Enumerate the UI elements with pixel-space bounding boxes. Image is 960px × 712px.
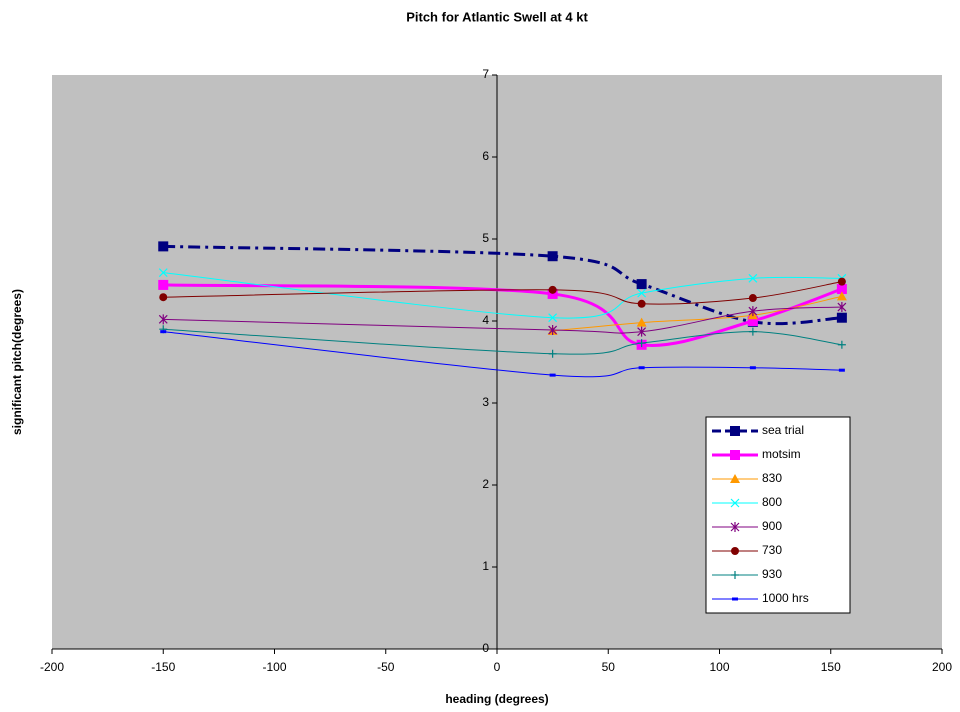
legend-marker bbox=[730, 522, 740, 532]
x-axis-label: heading (degrees) bbox=[445, 692, 548, 706]
marker bbox=[638, 366, 645, 370]
marker bbox=[548, 285, 557, 294]
series bbox=[159, 277, 846, 308]
marker bbox=[158, 279, 169, 290]
chart-title: Pitch for Atlantic Swell at 4 kt bbox=[406, 9, 588, 24]
legend-label: 730 bbox=[762, 543, 782, 557]
series-line bbox=[163, 331, 842, 378]
marker bbox=[748, 306, 758, 317]
legend-label: sea trial bbox=[762, 423, 804, 437]
marker bbox=[637, 326, 647, 337]
x-tick-label: -150 bbox=[151, 660, 175, 674]
series-line bbox=[163, 283, 843, 347]
series-line bbox=[163, 306, 842, 334]
marker bbox=[748, 327, 757, 336]
series bbox=[159, 325, 846, 358]
y-tick-label: 3 bbox=[482, 395, 489, 409]
marker bbox=[547, 288, 558, 299]
marker bbox=[158, 314, 168, 325]
marker bbox=[637, 288, 647, 298]
x-tick-label: 150 bbox=[821, 660, 841, 674]
y-tick-label: 0 bbox=[482, 641, 489, 655]
x-tick-label: -200 bbox=[40, 660, 64, 674]
legend-label: 800 bbox=[762, 495, 782, 509]
legend: sea trial motsim 830 800 900 730 930 1000 hrs bbox=[705, 416, 851, 614]
marker bbox=[158, 241, 169, 252]
y-tick-label: 2 bbox=[482, 477, 489, 491]
series-line bbox=[552, 295, 842, 332]
legend-marker bbox=[731, 571, 739, 579]
x-tick-label: 50 bbox=[602, 660, 616, 674]
y-tick-label: 6 bbox=[482, 149, 489, 163]
series bbox=[158, 302, 847, 337]
marker bbox=[836, 284, 847, 295]
legend-marker bbox=[730, 450, 740, 460]
series-line bbox=[163, 272, 842, 319]
marker bbox=[548, 313, 558, 323]
marker bbox=[837, 302, 847, 313]
series bbox=[160, 330, 845, 378]
marker bbox=[749, 366, 756, 370]
marker bbox=[159, 293, 168, 302]
legend-marker bbox=[732, 597, 738, 601]
marker bbox=[548, 325, 558, 336]
marker bbox=[837, 340, 846, 349]
legend-box bbox=[705, 416, 851, 614]
legend-marker bbox=[730, 498, 740, 508]
x-tick-label: -50 bbox=[377, 660, 395, 674]
marker bbox=[547, 251, 558, 262]
marker bbox=[636, 279, 647, 290]
legend-label: motsim bbox=[762, 447, 801, 461]
marker bbox=[838, 368, 845, 372]
marker bbox=[158, 268, 168, 278]
marker bbox=[836, 291, 847, 301]
marker bbox=[160, 330, 167, 334]
legend-label: 900 bbox=[762, 519, 782, 533]
legend-label: 930 bbox=[762, 567, 782, 581]
x-tick-label: 200 bbox=[932, 660, 952, 674]
legend-marker bbox=[731, 547, 739, 555]
x-tick-label: 100 bbox=[709, 660, 729, 674]
y-tick-label: 7 bbox=[482, 67, 489, 81]
series-line bbox=[163, 328, 842, 355]
marker bbox=[836, 312, 847, 323]
y-tick-label: 4 bbox=[482, 313, 489, 327]
legend-label: 1000 hrs bbox=[762, 591, 809, 605]
marker bbox=[747, 316, 758, 326]
legend-label: 830 bbox=[762, 471, 782, 485]
x-tick-label: -100 bbox=[262, 660, 286, 674]
x-tick-label: 0 bbox=[494, 660, 501, 674]
series-line bbox=[163, 244, 842, 326]
marker bbox=[548, 349, 557, 358]
y-tick-label: 1 bbox=[482, 559, 489, 573]
marker bbox=[748, 294, 757, 303]
marker bbox=[837, 277, 846, 286]
y-tick-label: 5 bbox=[482, 231, 489, 245]
legend-marker bbox=[730, 474, 740, 483]
legend-marker bbox=[730, 426, 740, 436]
marker bbox=[748, 273, 758, 283]
marker bbox=[637, 339, 646, 348]
y-axis-label: significant pitch(degrees) bbox=[10, 289, 24, 435]
marker bbox=[636, 317, 647, 327]
series-line bbox=[163, 281, 842, 305]
marker bbox=[549, 373, 556, 377]
marker bbox=[637, 299, 646, 308]
series bbox=[158, 268, 847, 323]
